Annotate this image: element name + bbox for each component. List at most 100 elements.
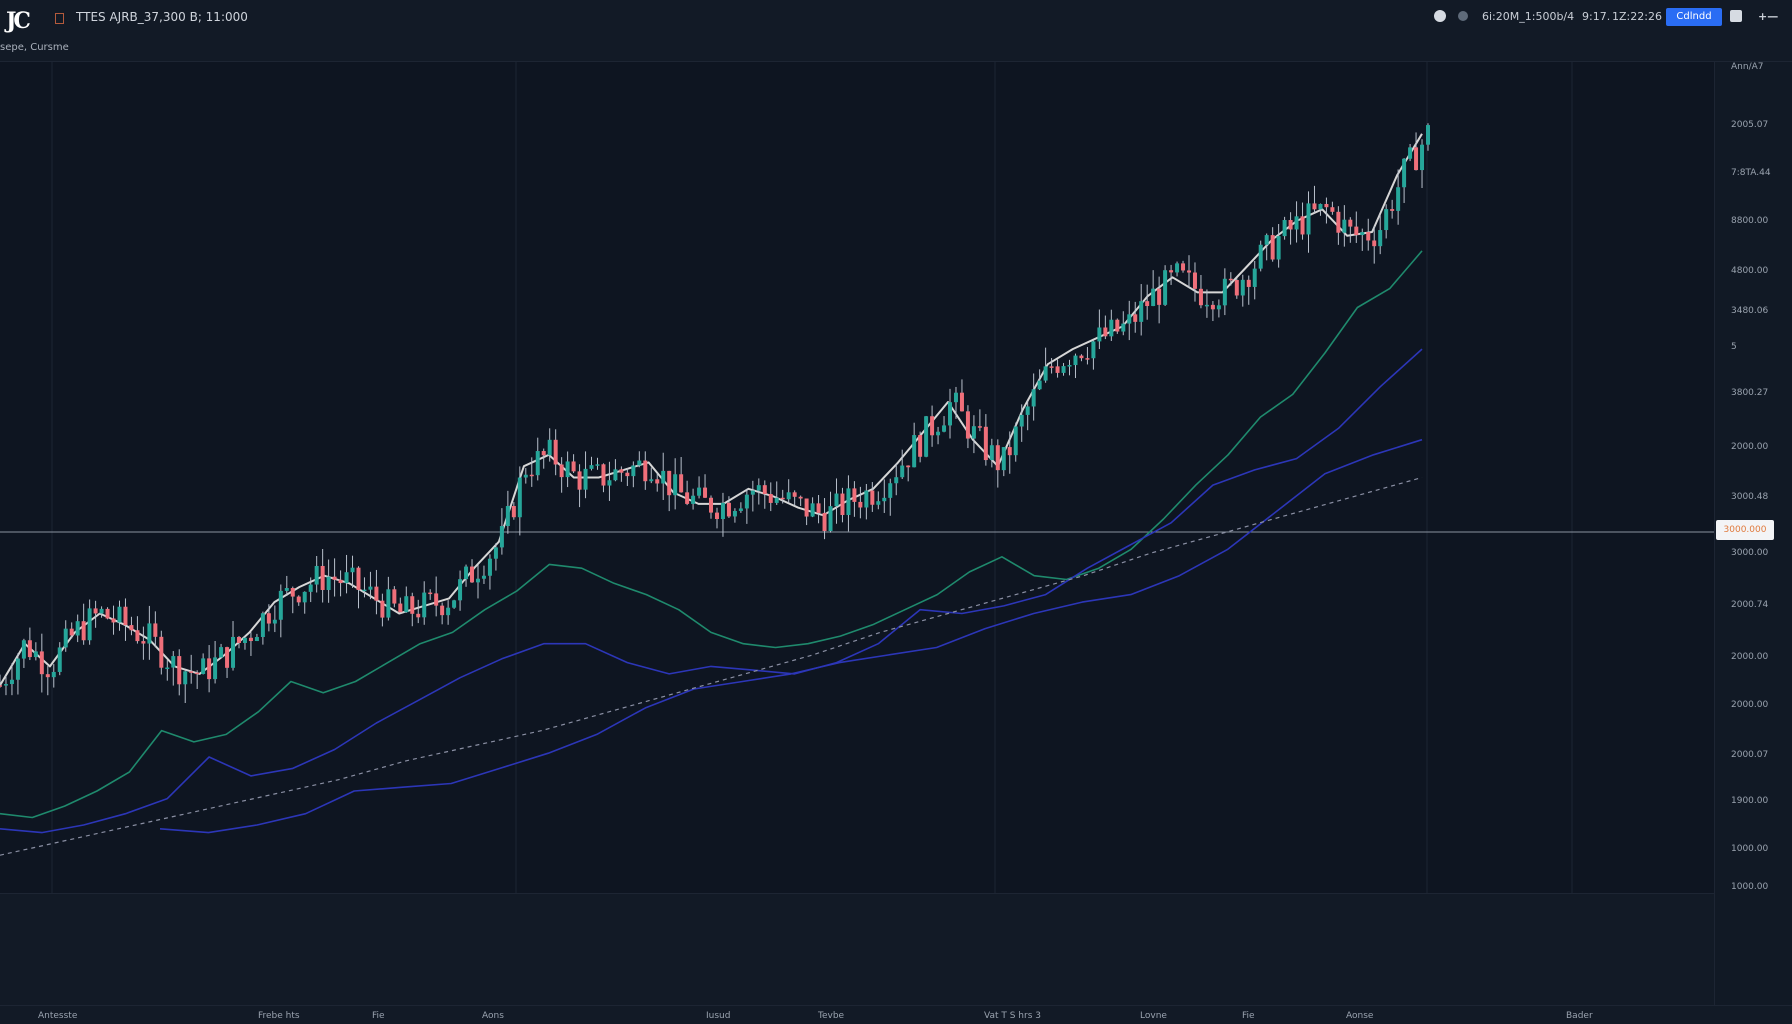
candle-down[interactable] — [601, 464, 606, 486]
candle-up[interactable] — [1426, 125, 1430, 145]
candle-down[interactable] — [983, 426, 988, 461]
candle-down[interactable] — [1115, 319, 1120, 332]
candle-down[interactable] — [1192, 272, 1197, 289]
candle-up[interactable] — [1109, 319, 1114, 337]
candle-down[interactable] — [709, 497, 714, 513]
candle-up[interactable] — [1204, 304, 1209, 307]
candle-up[interactable] — [912, 435, 917, 468]
candle-down[interactable] — [1049, 366, 1054, 368]
ma-green-line[interactable] — [0, 250, 1423, 819]
candle-down[interactable] — [798, 496, 803, 499]
price-chart[interactable] — [0, 0, 1714, 893]
candle-down[interactable] — [470, 566, 475, 583]
candle-down[interactable] — [726, 502, 731, 517]
candle-up[interactable] — [720, 502, 725, 520]
candle-up[interactable] — [948, 402, 953, 426]
candle-up[interactable] — [738, 508, 743, 511]
candle-down[interactable] — [1246, 279, 1251, 287]
candle-up[interactable] — [846, 488, 851, 516]
candle-up[interactable] — [744, 494, 749, 509]
candle-up[interactable] — [302, 591, 307, 603]
toolbar-range-text[interactable]: 6i:20M_1:500b/4 — [1482, 10, 1575, 23]
candle-up[interactable] — [583, 468, 588, 490]
candle-down[interactable] — [398, 603, 403, 613]
candle-down[interactable] — [0, 685, 2, 687]
candle-up[interactable] — [117, 606, 122, 623]
candle-up[interactable] — [1240, 279, 1245, 296]
candle-down[interactable] — [625, 472, 630, 477]
candle-down[interactable] — [153, 623, 158, 637]
candle-up[interactable] — [231, 636, 236, 668]
candle-up[interactable] — [1276, 236, 1281, 260]
candle-up[interactable] — [613, 469, 618, 481]
candle-down[interactable] — [1414, 147, 1419, 171]
candle-up[interactable] — [404, 596, 409, 613]
candle-down[interactable] — [1007, 447, 1012, 456]
candle-up[interactable] — [1097, 327, 1102, 342]
candle-down[interactable] — [780, 497, 785, 500]
candle-down[interactable] — [1330, 207, 1335, 212]
candle-up[interactable] — [1013, 426, 1018, 456]
candle-up[interactable] — [326, 576, 331, 590]
candle-down[interactable] — [1390, 209, 1395, 211]
candle-down[interactable] — [410, 596, 415, 614]
candle-down[interactable] — [1103, 327, 1108, 337]
candle-down[interactable] — [380, 600, 385, 618]
candle-down[interactable] — [392, 589, 397, 604]
candle-down[interactable] — [1312, 203, 1317, 210]
candle-up[interactable] — [732, 510, 737, 517]
candle-up[interactable] — [9, 679, 14, 685]
candle-down[interactable] — [870, 490, 875, 505]
candle-down[interactable] — [195, 672, 200, 675]
candle-up[interactable] — [493, 547, 498, 559]
candle-down[interactable] — [792, 492, 797, 497]
candle-down[interactable] — [374, 586, 379, 601]
candle-up[interactable] — [201, 658, 206, 674]
candle-down[interactable] — [768, 494, 773, 503]
candle-up[interactable] — [989, 445, 994, 461]
candle-up[interactable] — [33, 651, 38, 658]
candle-down[interactable] — [141, 641, 146, 644]
candle-up[interactable] — [1396, 187, 1401, 211]
candle-down[interactable] — [428, 592, 433, 595]
candle-down[interactable] — [852, 488, 857, 502]
candle-down[interactable] — [1270, 235, 1275, 260]
candle-up[interactable] — [1163, 270, 1168, 305]
candle-down[interactable] — [1336, 211, 1341, 233]
candle-down[interactable] — [440, 605, 445, 616]
candle-up[interactable] — [1258, 244, 1263, 269]
candle-down[interactable] — [1372, 240, 1377, 247]
app-logo[interactable]: JC — [6, 8, 31, 34]
candle-up[interactable] — [278, 590, 283, 620]
candle-down[interactable] — [320, 565, 325, 590]
candle-down[interactable] — [69, 628, 74, 636]
candle-down[interactable] — [679, 474, 684, 493]
candle-up[interactable] — [750, 490, 755, 495]
candle-up[interactable] — [953, 392, 958, 403]
candle-up[interactable] — [774, 497, 779, 503]
candle-down[interactable] — [1055, 366, 1060, 373]
candle-up[interactable] — [3, 684, 8, 686]
candle-up[interactable] — [882, 497, 887, 502]
candle-down[interactable] — [39, 651, 44, 675]
candle-up[interactable] — [1031, 389, 1036, 407]
candle-down[interactable] — [105, 608, 110, 619]
candle-down[interactable] — [918, 435, 923, 457]
candle-up[interactable] — [452, 600, 457, 608]
menu-icon[interactable]: +— — [1758, 10, 1779, 23]
candle-down[interactable] — [1187, 270, 1192, 273]
candle-down[interactable] — [189, 671, 194, 673]
candle-up[interactable] — [661, 470, 666, 484]
candle-up[interactable] — [368, 586, 373, 590]
candle-up[interactable] — [481, 575, 486, 579]
candle-up[interactable] — [1420, 144, 1425, 171]
candle-up[interactable] — [971, 426, 976, 439]
candle-up[interactable] — [464, 566, 469, 580]
candle-up[interactable] — [637, 460, 642, 466]
candle-up[interactable] — [505, 506, 510, 527]
candle-up[interactable] — [57, 647, 62, 672]
candle-up[interactable] — [1384, 209, 1389, 231]
candle-down[interactable] — [1210, 304, 1215, 310]
candle-up[interactable] — [697, 487, 702, 496]
candle-down[interactable] — [511, 506, 516, 518]
